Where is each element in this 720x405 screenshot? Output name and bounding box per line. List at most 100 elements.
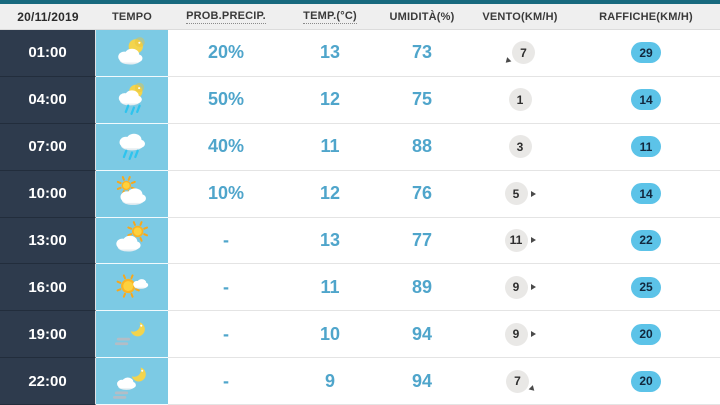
time-cell: 22:00: [0, 358, 96, 405]
col-header-temp[interactable]: TEMP.(°C): [303, 9, 357, 24]
gust-cell: 11: [572, 124, 720, 171]
time-cell: 10:00: [0, 170, 96, 218]
gust-speed-badge: 20: [631, 323, 661, 345]
wind-speed-badge: 1: [508, 88, 532, 112]
gust-speed-badge: 20: [631, 370, 661, 392]
temperature-cell: 13: [284, 218, 376, 265]
time-cell: 13:00: [0, 217, 96, 265]
precip-probability-cell: 10%: [168, 171, 284, 218]
wind-speed-badge: 3: [508, 135, 532, 159]
gust-cell: 20: [572, 358, 720, 405]
forecast-row: 13:00 - 13 77 11 22: [0, 217, 720, 265]
time-cell: 07:00: [0, 123, 96, 171]
moon-cloud-rain-icon: [109, 81, 155, 119]
humidity-cell: 89: [376, 264, 468, 312]
cloud-sun-icon: [109, 221, 155, 259]
humidity-cell: 77: [376, 218, 468, 265]
cloud-rain-icon: [109, 128, 155, 166]
humidity-cell: 73: [376, 30, 468, 77]
forecast-row: 01:00 20% 13 73 7 29: [0, 30, 720, 77]
wind-direction-arrow: [530, 237, 536, 244]
precip-probability-cell: -: [168, 264, 284, 312]
gust-speed-badge: 11: [631, 136, 661, 158]
wind-speed-badge: 9: [504, 322, 528, 346]
precip-probability-cell: 20%: [168, 30, 284, 77]
wind-cell: 3: [468, 124, 572, 171]
gust-speed-badge: 29: [631, 42, 661, 64]
temperature-cell: 9: [284, 358, 376, 405]
humidity-cell: 94: [376, 311, 468, 359]
col-header-umidita: UMIDITÀ(%): [389, 10, 455, 23]
time-cell: 19:00: [0, 311, 96, 359]
table-header: 20/11/2019 TEMPO PROB.PRECIP. TEMP.(°C) …: [0, 4, 720, 30]
weather-icon-cell: [96, 123, 168, 171]
wind-cell: 5: [468, 171, 572, 218]
humidity-cell: 75: [376, 77, 468, 124]
weather-icon-cell: [96, 264, 168, 312]
gust-cell: 22: [572, 218, 720, 265]
date-header: 20/11/2019: [0, 4, 96, 29]
col-header-vento: VENTO(KM/H): [482, 10, 558, 23]
precip-probability-cell: -: [168, 218, 284, 265]
weather-icon-cell: [96, 170, 168, 218]
moon-cloud-fog-icon: [109, 362, 155, 400]
sun-small-cloud-icon: [109, 268, 155, 306]
humidity-cell: 76: [376, 171, 468, 218]
wind-direction-arrow: [530, 331, 536, 338]
wind-speed-badge: 11: [504, 228, 528, 252]
date-label: 20/11/2019: [17, 9, 79, 24]
precip-probability-cell: -: [168, 358, 284, 405]
gust-cell: 25: [572, 264, 720, 312]
temperature-cell: 10: [284, 311, 376, 359]
gust-cell: 29: [572, 30, 720, 77]
top-accent-bar: [0, 0, 720, 4]
forecast-row: 22:00 - 9 94 7 20: [0, 358, 720, 405]
gust-speed-badge: 14: [631, 89, 661, 111]
precip-probability-cell: 50%: [168, 77, 284, 124]
gust-speed-badge: 25: [631, 276, 661, 298]
table-body: 01:00 20% 13 73 7 29 04:00 50% 12 75 1 1…: [0, 30, 720, 405]
wind-cell: 7: [468, 30, 572, 77]
forecast-row: 19:00 - 10 94 9 20: [0, 311, 720, 359]
gust-cell: 20: [572, 311, 720, 359]
wind-cell: 11: [468, 218, 572, 265]
time-cell: 01:00: [0, 30, 96, 77]
precip-probability-cell: -: [168, 311, 284, 359]
col-header-raffiche: RAFFICHE(KM/H): [599, 10, 693, 23]
forecast-row: 04:00 50% 12 75 1 14: [0, 76, 720, 124]
wind-speed-badge: 5: [504, 182, 528, 206]
wind-cell: 7: [468, 358, 572, 405]
temperature-cell: 12: [284, 171, 376, 218]
temperature-cell: 12: [284, 77, 376, 124]
time-cell: 16:00: [0, 264, 96, 312]
weather-icon-cell: [96, 358, 168, 405]
wind-cell: 9: [468, 311, 572, 359]
moon-cloud-icon: [109, 34, 155, 72]
wind-cell: 9: [468, 264, 572, 312]
wind-direction-arrow: [530, 284, 536, 291]
wind-direction-arrow: [530, 190, 536, 197]
temperature-cell: 11: [284, 264, 376, 312]
moon-fog-icon: [109, 315, 155, 353]
gust-speed-badge: 22: [631, 229, 661, 251]
gust-cell: 14: [572, 171, 720, 218]
wind-direction-arrow: [528, 385, 537, 393]
forecast-row: 16:00 - 11 89 9 25: [0, 264, 720, 312]
weather-icon-cell: [96, 76, 168, 124]
gust-cell: 14: [572, 77, 720, 124]
wind-speed-badge: 9: [504, 275, 528, 299]
precip-probability-cell: 40%: [168, 124, 284, 171]
wind-speed-badge: 7: [506, 369, 529, 393]
weather-icon-cell: [96, 30, 168, 77]
col-header-prob-precip[interactable]: PROB.PRECIP.: [186, 9, 266, 24]
temperature-cell: 13: [284, 30, 376, 77]
temperature-cell: 11: [284, 124, 376, 171]
humidity-cell: 88: [376, 124, 468, 171]
wind-direction-arrow: [503, 57, 512, 65]
col-header-tempo: TEMPO: [111, 10, 153, 23]
wind-cell: 1: [468, 77, 572, 124]
weather-icon-cell: [96, 311, 168, 359]
sun-cloud-icon: [109, 175, 155, 213]
forecast-row: 07:00 40% 11 88 3 11: [0, 123, 720, 171]
